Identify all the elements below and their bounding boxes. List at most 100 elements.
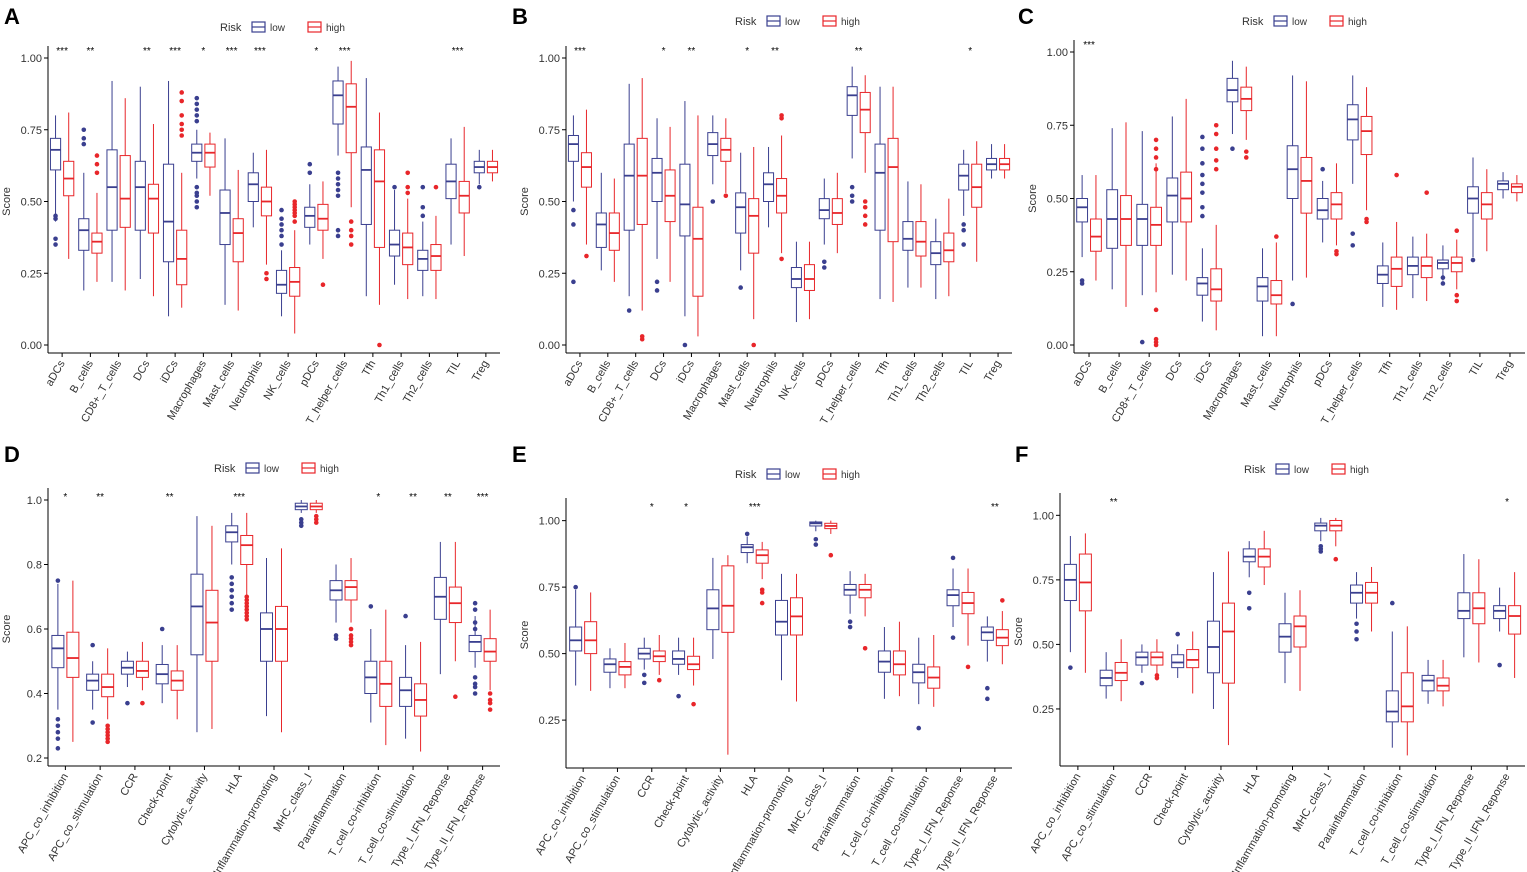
box-low <box>468 600 482 696</box>
outlier-point <box>279 242 284 247</box>
box-iqr <box>580 152 592 188</box>
outlier-point <box>641 680 647 686</box>
significance-label: *** <box>226 46 238 57</box>
x-tick-label: aDCs <box>1070 358 1094 388</box>
outlier-point <box>1000 598 1005 603</box>
box-iqr <box>748 198 760 254</box>
y-tick-label: 0.75 <box>21 125 42 137</box>
box-high <box>458 126 470 257</box>
box-high <box>1400 626 1414 756</box>
box-iqr <box>603 658 617 673</box>
box-high <box>91 153 103 282</box>
box-low <box>364 604 378 723</box>
significance-label: *** <box>477 492 489 503</box>
x-tick-label: pDCs <box>298 358 322 388</box>
outlier-point <box>244 610 250 616</box>
outlier-point <box>348 219 354 224</box>
box-iqr <box>892 650 906 676</box>
box-iqr <box>1293 615 1307 648</box>
x-tick-label: HLA <box>739 773 760 798</box>
box-low <box>1406 236 1419 299</box>
box-iqr <box>1150 651 1164 666</box>
box-iqr <box>818 198 830 220</box>
box-low <box>1467 157 1479 263</box>
outlier-point <box>348 636 354 641</box>
outlier-point <box>1153 336 1159 342</box>
outlier-point <box>487 700 493 706</box>
outlier-point <box>965 664 971 670</box>
significance-label: ** <box>444 492 452 503</box>
outlier-point <box>961 242 966 247</box>
box-low <box>360 78 372 297</box>
outlier-point <box>55 578 61 583</box>
legend-title: Risk <box>1242 16 1264 28</box>
outlier-point <box>53 213 58 219</box>
box-iqr <box>1510 183 1523 194</box>
box-iqr <box>1256 277 1269 302</box>
box-iqr <box>958 163 970 191</box>
box-low <box>433 541 447 675</box>
legend-label-low: low <box>270 23 286 34</box>
box-iqr <box>902 221 914 251</box>
outlier-point <box>229 588 235 593</box>
outlier-point <box>313 513 319 519</box>
outlier-point <box>368 604 374 609</box>
outlier-point <box>641 672 647 678</box>
outlier-point <box>487 707 493 712</box>
outlier-point <box>1243 149 1249 154</box>
panel-letter: F <box>1015 442 1028 467</box>
significance-label: ** <box>96 492 104 503</box>
outlier-point <box>244 600 250 606</box>
y-tick-label: 0.8 <box>27 560 42 572</box>
box-low <box>1099 652 1113 699</box>
box-iqr <box>219 189 231 246</box>
x-tick-label: aDCs <box>561 358 585 388</box>
box-high <box>66 580 80 742</box>
outlier-point <box>682 342 688 348</box>
outlier-point <box>333 636 339 641</box>
outlier-point <box>244 594 250 600</box>
box-low <box>843 571 857 630</box>
legend: Risk low high <box>220 21 345 34</box>
box-high <box>1270 234 1283 337</box>
outlier-point <box>1213 122 1219 128</box>
box-high <box>892 621 906 697</box>
box-iqr <box>1350 584 1364 604</box>
box-iqr <box>1420 256 1433 279</box>
outlier-point <box>779 256 784 262</box>
box-low <box>1421 659 1435 704</box>
box-high <box>636 78 648 342</box>
outlier-point <box>298 517 304 522</box>
box-high <box>824 520 838 558</box>
outlier-point <box>779 113 784 118</box>
box-iqr <box>915 221 927 257</box>
box-iqr <box>692 206 704 297</box>
outlier-point <box>298 520 304 525</box>
significance-label: *** <box>169 46 181 57</box>
box-low <box>603 648 617 689</box>
outlier-point <box>194 199 200 204</box>
significance-label: * <box>314 46 318 57</box>
significance-label: *** <box>1083 40 1095 51</box>
box-low <box>417 184 429 297</box>
panel-letter: D <box>4 442 20 467</box>
box-high <box>927 635 941 707</box>
y-tick-label: 1.00 <box>539 516 560 528</box>
legend-label-low: low <box>1294 465 1310 476</box>
outlier-point <box>849 193 855 199</box>
box-iqr <box>134 160 146 231</box>
legend-label-high: high <box>326 23 345 34</box>
y-tick-label: 0.75 <box>1047 120 1068 132</box>
box-iqr <box>1330 192 1343 220</box>
outlier-point <box>313 517 319 522</box>
x-tick-label: Check-point <box>652 774 692 831</box>
outlier-point <box>348 242 354 247</box>
panel-a: A Risk low high 0.00 0.25 0.50 0.75 1.00 Score aDC… <box>1 4 500 426</box>
box-iqr <box>399 676 413 707</box>
x-tick-label: Inflammation-promoting <box>726 774 794 872</box>
box-low <box>49 115 62 247</box>
box-high <box>1450 228 1463 304</box>
box-low <box>980 616 994 702</box>
outlier-point <box>194 101 200 107</box>
